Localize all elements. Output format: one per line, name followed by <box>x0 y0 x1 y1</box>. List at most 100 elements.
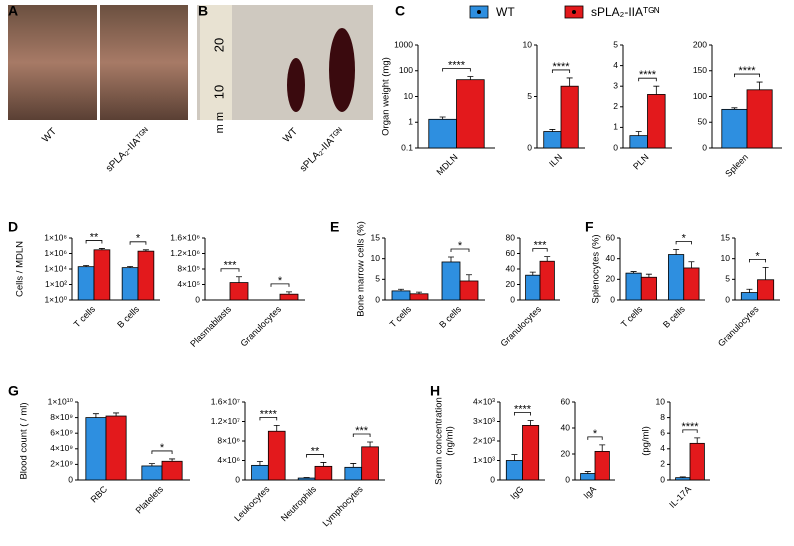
bar <box>268 431 285 480</box>
x-tick-label: T cells <box>388 304 414 330</box>
bar <box>230 283 248 300</box>
y-tick-label: 150 <box>693 65 707 75</box>
bar <box>641 277 656 300</box>
bar <box>544 132 561 148</box>
sig-label: **** <box>639 69 657 81</box>
bar <box>362 447 379 480</box>
error-bar <box>653 86 659 94</box>
y-tick-label: 0 <box>527 142 532 152</box>
error-bar <box>636 132 642 136</box>
legend-label: WT <box>496 5 515 19</box>
error-bar <box>528 421 534 426</box>
sig-label: *** <box>534 240 548 252</box>
y-tick-label: 10 <box>371 253 381 263</box>
y-tick-label: 1×10³ <box>473 455 495 465</box>
y-tick-label: 0 <box>375 294 380 304</box>
y-tick-label: 10 <box>656 396 666 406</box>
x-tick-label: Granulocytes <box>499 304 544 349</box>
bar <box>523 425 539 480</box>
bar <box>648 94 666 148</box>
x-tick-label: T cells <box>72 304 98 330</box>
error-bar <box>694 438 700 443</box>
sig-label: * <box>160 442 165 454</box>
y-tick-label: 0 <box>510 294 515 304</box>
y-tick-label: 1.6×10⁷ <box>211 396 240 406</box>
error-bar <box>746 289 752 292</box>
organ-tgn <box>329 28 355 112</box>
ruler-label: 10 <box>211 85 226 99</box>
error-bar <box>367 442 373 447</box>
y-tick-label: 8×10⁶ <box>217 435 240 445</box>
x-tick-label: Platelets <box>134 484 166 516</box>
sig-label: **** <box>514 403 532 415</box>
y-tick-label: 2 <box>660 459 665 469</box>
y-tick-label: 40 <box>506 263 516 273</box>
bar <box>142 466 162 480</box>
bar <box>561 86 578 148</box>
bar <box>460 281 478 300</box>
y-tick-label: 5 <box>613 39 618 49</box>
bar <box>392 291 410 300</box>
bar <box>162 461 182 480</box>
error-bar <box>544 257 550 262</box>
error-bar <box>673 249 679 254</box>
y-tick-label: 0.1 <box>401 142 413 152</box>
sig-label: * <box>682 232 687 244</box>
y-tick-label: 1.6×10⁶ <box>170 232 200 242</box>
y-tick-label: 8×10⁵ <box>177 263 200 273</box>
error-bar <box>274 425 280 431</box>
sig-label: **** <box>681 421 699 433</box>
y-tick-label: 100 <box>399 65 413 75</box>
x-tick-label: T cells <box>619 304 645 330</box>
sig-label: ** <box>311 445 320 457</box>
x-tick-label: IgA <box>581 484 598 501</box>
panel-letter: B <box>198 3 208 19</box>
x-tick-label: MDLN <box>434 152 459 177</box>
y-tick-label: 10 <box>721 253 731 263</box>
legend-label: sPLA₂-IIAᵀᴳᴺ <box>591 5 659 19</box>
error-bar <box>448 257 454 262</box>
bar <box>106 416 126 480</box>
sig-label: * <box>593 428 598 440</box>
bar <box>630 136 648 148</box>
error-bar <box>567 78 573 86</box>
photo-label: sPLA₂-IIAᵀᴳᴺ <box>104 126 153 175</box>
error-bar <box>757 82 763 90</box>
y-tick-label: 8×10⁹ <box>50 412 73 422</box>
x-tick-label: PLN <box>631 152 650 171</box>
bar <box>758 280 774 300</box>
bar <box>138 251 154 300</box>
error-bar <box>236 277 242 283</box>
bar <box>722 109 747 148</box>
y-axis-label: (pg/ml) <box>641 426 652 456</box>
organ-wt <box>287 58 305 112</box>
bar <box>86 418 106 480</box>
panel-letter: G <box>8 383 19 399</box>
bar <box>410 294 428 300</box>
y-tick-label: 60 <box>561 396 571 406</box>
y-tick-label: 40 <box>561 422 571 432</box>
bar <box>526 275 540 300</box>
bar <box>457 80 485 148</box>
x-tick-label: B cells <box>661 304 687 330</box>
bar <box>429 119 457 148</box>
sig-label: **** <box>738 65 756 77</box>
y-tick-label: 8 <box>660 412 665 422</box>
y-tick-label: 20 <box>606 274 616 284</box>
y-tick-label: 1×10¹⁰ <box>48 396 74 406</box>
y-tick-label: 20 <box>506 279 516 289</box>
sig-label: *** <box>224 260 238 272</box>
bar <box>252 465 269 480</box>
y-tick-label: 4×10⁵ <box>177 279 200 289</box>
error-bar <box>466 275 472 281</box>
y-tick-label: 40 <box>606 253 616 263</box>
y-tick-label: 5 <box>375 274 380 284</box>
ruler-label: m m <box>214 112 226 133</box>
y-axis-label: Organ weight (mg) <box>381 57 392 136</box>
photo-tgn <box>100 5 188 120</box>
y-tick-label: 1×10⁴ <box>44 263 67 273</box>
y-tick-label: 1×10⁶ <box>44 248 67 258</box>
y-tick-label: 2 <box>613 101 618 111</box>
bar <box>94 250 110 300</box>
y-axis-label: Splenocytes (%) <box>591 234 602 303</box>
